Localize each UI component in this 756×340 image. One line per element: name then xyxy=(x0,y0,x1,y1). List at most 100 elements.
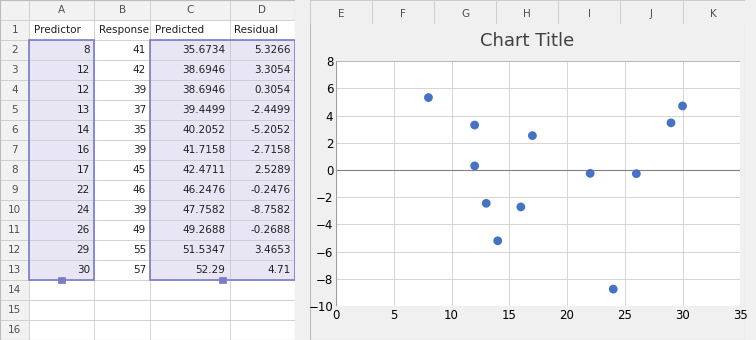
Bar xyxy=(230,280,295,300)
Text: 57: 57 xyxy=(133,265,146,275)
Bar xyxy=(0,0,29,20)
Text: 40.2052: 40.2052 xyxy=(183,125,225,135)
Bar xyxy=(29,40,94,60)
Text: 47.7582: 47.7582 xyxy=(182,205,225,215)
Bar xyxy=(230,80,295,100)
Bar xyxy=(434,0,496,24)
Text: 8: 8 xyxy=(83,45,90,55)
Text: 17: 17 xyxy=(76,165,90,175)
Text: J: J xyxy=(650,9,653,19)
Bar xyxy=(0,20,29,40)
Text: 24: 24 xyxy=(76,205,90,215)
Text: E: E xyxy=(338,9,344,19)
Bar xyxy=(29,0,94,20)
Bar xyxy=(29,260,94,280)
Text: 41: 41 xyxy=(133,45,146,55)
Text: 35.6734: 35.6734 xyxy=(182,45,225,55)
Bar xyxy=(150,40,295,280)
Bar xyxy=(230,100,295,120)
Bar xyxy=(94,20,150,40)
Text: 3.3054: 3.3054 xyxy=(254,65,290,75)
Bar xyxy=(29,140,94,160)
Bar xyxy=(230,320,295,340)
Bar xyxy=(29,100,94,120)
Point xyxy=(607,286,619,292)
Text: 42.4711: 42.4711 xyxy=(182,165,225,175)
Text: 10: 10 xyxy=(8,205,21,215)
Point xyxy=(526,133,538,138)
Text: 37: 37 xyxy=(133,105,146,115)
Text: 14: 14 xyxy=(8,285,21,295)
Bar xyxy=(496,0,559,24)
Text: 55: 55 xyxy=(133,245,146,255)
Bar xyxy=(150,40,230,60)
Bar xyxy=(0,60,29,80)
Bar xyxy=(150,20,230,40)
Bar xyxy=(150,240,230,260)
Bar xyxy=(150,120,230,140)
Text: Predictor: Predictor xyxy=(34,25,81,35)
Text: -8.7582: -8.7582 xyxy=(250,205,290,215)
Bar xyxy=(230,60,295,80)
Bar xyxy=(29,60,94,80)
Bar xyxy=(150,280,230,300)
Bar xyxy=(150,320,230,340)
Text: 39.4499: 39.4499 xyxy=(182,105,225,115)
Bar xyxy=(58,277,66,283)
Text: 7: 7 xyxy=(11,145,18,155)
Bar xyxy=(150,140,230,160)
Bar xyxy=(29,280,94,300)
Bar xyxy=(0,140,29,160)
Text: 15: 15 xyxy=(8,305,21,315)
Text: Predicted: Predicted xyxy=(155,25,204,35)
Bar xyxy=(0,40,29,60)
Text: Response: Response xyxy=(99,25,149,35)
Bar xyxy=(336,61,740,306)
Bar xyxy=(0,180,29,200)
Text: 16: 16 xyxy=(76,145,90,155)
Point xyxy=(515,204,527,210)
Text: 29: 29 xyxy=(76,245,90,255)
Bar xyxy=(94,40,150,60)
Bar xyxy=(0,220,29,240)
Text: 14: 14 xyxy=(76,125,90,135)
Point xyxy=(584,171,596,176)
Point xyxy=(423,95,435,100)
Text: -5.2052: -5.2052 xyxy=(250,125,290,135)
Bar xyxy=(310,0,372,24)
Bar xyxy=(0,320,29,340)
Bar xyxy=(29,180,94,200)
Text: 13: 13 xyxy=(8,265,21,275)
Text: 0.3054: 0.3054 xyxy=(254,85,290,95)
Point xyxy=(480,201,492,206)
Bar xyxy=(230,260,295,280)
Text: -0.2476: -0.2476 xyxy=(250,185,290,195)
Bar xyxy=(0,300,29,320)
Bar xyxy=(150,200,230,220)
Bar xyxy=(230,140,295,160)
Text: 38.6946: 38.6946 xyxy=(182,65,225,75)
Text: 2.5289: 2.5289 xyxy=(254,165,290,175)
Text: Residual: Residual xyxy=(234,25,278,35)
Text: I: I xyxy=(588,9,591,19)
Bar xyxy=(94,0,150,20)
Point xyxy=(491,238,503,243)
Text: 3.4653: 3.4653 xyxy=(254,245,290,255)
Bar xyxy=(29,200,94,220)
Bar xyxy=(230,160,295,180)
Bar xyxy=(230,220,295,240)
Text: -0.2688: -0.2688 xyxy=(250,225,290,235)
Bar xyxy=(94,280,150,300)
Text: 5.3266: 5.3266 xyxy=(254,45,290,55)
Bar xyxy=(94,180,150,200)
Bar xyxy=(94,260,150,280)
Bar xyxy=(94,160,150,180)
Text: Chart Title: Chart Title xyxy=(480,32,575,50)
Bar xyxy=(230,200,295,220)
Bar xyxy=(230,40,295,60)
Text: 49: 49 xyxy=(133,225,146,235)
Text: 39: 39 xyxy=(133,85,146,95)
Bar xyxy=(150,0,230,20)
Text: 45: 45 xyxy=(133,165,146,175)
Bar xyxy=(29,40,94,280)
